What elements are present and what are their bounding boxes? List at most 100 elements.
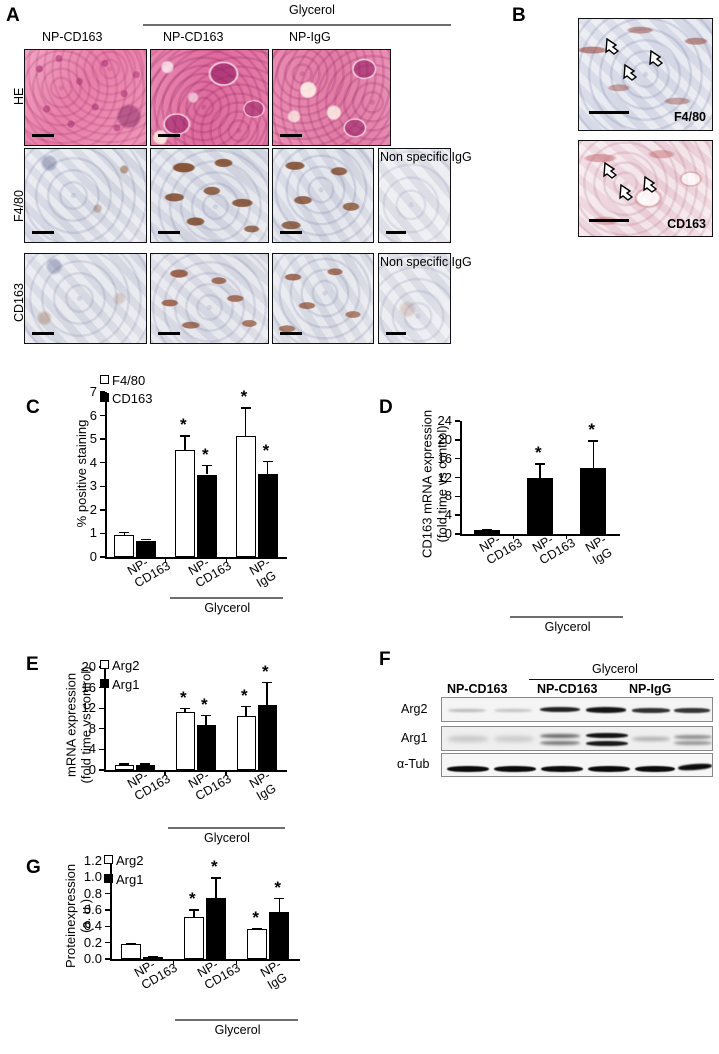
panelF-group-rule xyxy=(529,679,714,681)
glycerol-bracket-label: Glycerol xyxy=(204,601,251,615)
panelA-group-rule xyxy=(143,24,451,26)
error-bar xyxy=(245,705,247,716)
error-cap xyxy=(481,528,492,530)
y-tick xyxy=(99,769,104,771)
y-tick xyxy=(105,925,110,928)
y-tick-label: 16 xyxy=(81,679,96,695)
legend-label-arg1: Arg1 xyxy=(112,677,140,692)
y-tick-label: 1 xyxy=(89,525,97,541)
y-axis-title: CD163 mRNA expression (fold time vs cont… xyxy=(419,409,449,558)
error-bar xyxy=(244,407,247,436)
panelA-image-f480-2 xyxy=(150,148,269,243)
error-cap xyxy=(119,763,129,765)
x-axis xyxy=(104,770,287,772)
panel-letter-b: B xyxy=(512,5,526,26)
legend-label-arg2: Arg2 xyxy=(116,853,144,868)
y-axis-title: Proteinexpression (a. u.) xyxy=(63,863,93,968)
y-tick xyxy=(100,414,105,417)
y-tick-label: 5 xyxy=(89,431,97,447)
y-tick xyxy=(99,707,104,709)
significance-star: * xyxy=(189,889,196,909)
y-tick-label: 6 xyxy=(89,407,97,423)
legend-swatch-arg1 xyxy=(100,679,109,688)
panelA-image-he-2 xyxy=(150,49,269,146)
y-tick xyxy=(100,462,105,464)
panelF-blot-arg1 xyxy=(441,726,713,751)
error-bar xyxy=(184,435,186,451)
glycerol-bracket xyxy=(510,616,624,618)
x-tick xyxy=(565,534,568,539)
x-tick-label: NP- IgG xyxy=(246,555,279,591)
legend-swatch-cd163 xyxy=(100,393,109,402)
glycerol-bracket xyxy=(170,597,283,599)
y-tick xyxy=(100,509,105,511)
y-tick xyxy=(105,892,110,895)
significance-star: * xyxy=(535,443,542,463)
error-bar xyxy=(539,463,541,478)
panelA-image-cd163-2 xyxy=(150,253,269,344)
y-tick xyxy=(105,941,110,944)
bar-arg1-0 xyxy=(135,765,155,770)
error-cap xyxy=(141,539,152,541)
significance-star: * xyxy=(180,687,187,707)
y-tick-label: 4 xyxy=(88,741,96,757)
bar-arg2-0 xyxy=(120,944,141,959)
significance-star: * xyxy=(211,857,218,877)
error-bar xyxy=(266,681,268,706)
bar-arg2-0 xyxy=(114,764,134,770)
bar-arg2-1 xyxy=(184,917,204,959)
error-bar xyxy=(592,440,595,469)
x-tick-label: NP- IgG xyxy=(583,532,615,568)
panelA-column-header-1: NP-CD163 xyxy=(42,30,103,44)
panelB-label-cd163: CD163 xyxy=(667,217,706,231)
y-tick xyxy=(455,457,460,460)
panelA-image-he-3 xyxy=(272,49,391,146)
y-tick xyxy=(105,958,110,960)
panelA-image-cd163-3 xyxy=(272,253,374,344)
y-tick xyxy=(105,909,110,911)
y-tick-label: 20 xyxy=(81,659,96,674)
bar-cd163-0 xyxy=(473,529,500,534)
panelA-column-header-3: NP-IgG xyxy=(289,30,331,44)
y-tick xyxy=(455,514,460,516)
x-tick xyxy=(225,770,227,775)
panelB-label-f480: F4/80 xyxy=(674,110,706,124)
error-cap xyxy=(189,909,199,911)
significance-star: * xyxy=(274,877,281,897)
x-axis xyxy=(105,557,287,559)
x-tick xyxy=(164,557,167,562)
panelB-arrow-markers-f480 xyxy=(605,37,664,81)
bar-cd163-1 xyxy=(197,474,217,557)
panelF-row-label-arg1: Arg1 xyxy=(401,731,428,745)
panelF-blot-arg2 xyxy=(441,697,713,722)
x-axis xyxy=(110,959,300,961)
error-cap xyxy=(140,763,150,765)
panel-c-chart: 0 1 2 3 4 5 6 7% positive staining NP- CD163 * * NP-… xyxy=(0,374,350,615)
y-tick xyxy=(100,485,105,487)
panelF-column-header-2: NP-CD163 xyxy=(537,682,598,696)
y-tick xyxy=(455,495,460,498)
error-bar xyxy=(266,461,269,475)
y-tick-label: 12 xyxy=(81,700,96,716)
bar-arg1-2 xyxy=(257,705,277,770)
y-tick-label: 2 xyxy=(89,501,97,517)
panelF-blot-atub xyxy=(441,753,713,777)
x-tick xyxy=(172,959,175,964)
panelA-control-label-cd163: Non specific IgG xyxy=(380,255,472,269)
y-tick-label: 0 xyxy=(89,549,97,564)
x-tick xyxy=(225,557,228,562)
legend-label-arg1: Arg1 xyxy=(116,872,144,887)
y-tick-label: 0.6 xyxy=(83,902,102,917)
error-cap xyxy=(241,705,251,708)
y-axis-title: mRNA expression (fold time vs control) xyxy=(63,665,93,783)
y-tick-label: 1.0 xyxy=(83,869,102,885)
panel-letter-e: E xyxy=(26,654,39,675)
panel-letter-g: G xyxy=(26,857,41,878)
bar-arg1-2 xyxy=(269,911,290,959)
y-tick xyxy=(100,532,105,535)
panelF-row-label-arg2: Arg2 xyxy=(401,702,428,716)
y-tick xyxy=(455,533,460,535)
y-tick xyxy=(455,439,460,441)
y-tick-label: 0.0 xyxy=(83,951,102,966)
legend-swatch-arg1 xyxy=(104,874,113,883)
